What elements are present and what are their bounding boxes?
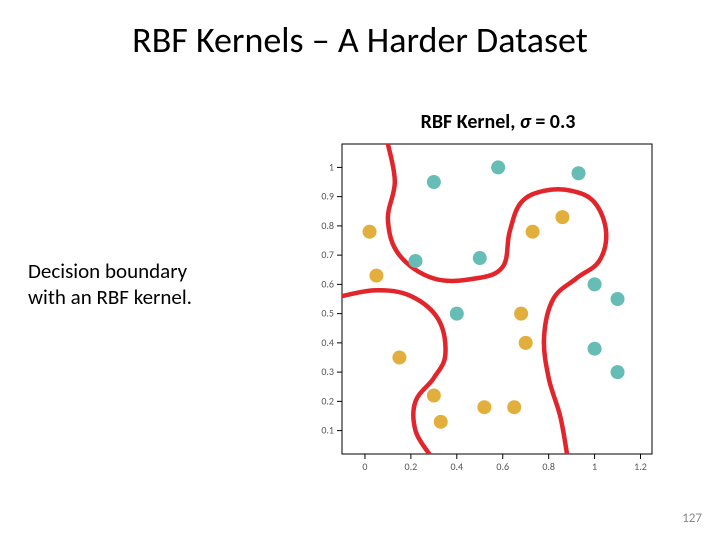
point-class-a [611, 365, 625, 379]
point-class-a [427, 175, 441, 189]
point-class-a [491, 160, 505, 174]
y-tick-label: 0.2 [321, 394, 334, 407]
point-class-a [611, 292, 625, 306]
caption-line-1: Decision boundary [28, 258, 187, 284]
point-class-b [363, 225, 377, 239]
point-class-b [507, 400, 521, 414]
y-tick-label: 0.7 [321, 248, 334, 261]
point-class-a [450, 307, 464, 321]
point-class-a [473, 251, 487, 265]
chart-title-sigma: σ [520, 110, 531, 134]
x-tick-label: 0 [362, 460, 367, 473]
slide-title: RBF Kernels – A Harder Dataset [0, 18, 720, 62]
y-tick-label: 0.3 [321, 365, 334, 378]
y-tick-label: 0.4 [321, 336, 334, 349]
chart-title-suffix: = 0.3 [531, 110, 576, 134]
point-class-b [514, 307, 528, 321]
y-tick-label: 1 [329, 160, 334, 173]
point-class-b [434, 415, 448, 429]
x-tick-label: 0.6 [496, 460, 509, 473]
scatter-chart: 0 0.2 0.4 0.6 0.8 1 1.2 0.1 0.2 0.3 0.4 0.5 0.6 0.7 0.… [306, 138, 660, 478]
y-tick-label: 0.9 [321, 190, 334, 203]
x-tick-label: 0.2 [405, 460, 418, 473]
caption-line-2: with an RBF kernel. [28, 284, 192, 310]
chart-title-prefix: RBF Kernel, [421, 110, 520, 134]
x-tick-label: 0.8 [542, 460, 555, 473]
x-tick-label: 0.4 [450, 460, 463, 473]
point-class-b [555, 210, 569, 224]
point-class-b [427, 389, 441, 403]
point-class-a [572, 166, 586, 180]
y-tick-label: 0.1 [321, 424, 334, 437]
y-tick-label: 0.5 [321, 307, 334, 320]
point-class-b [526, 225, 540, 239]
y-tick-label: 0.8 [321, 219, 334, 232]
y-tick-label: 0.6 [321, 277, 334, 290]
x-tick-label: 1 [592, 460, 597, 473]
point-class-a [588, 342, 602, 356]
point-class-a [408, 254, 422, 268]
point-class-b [392, 350, 406, 364]
point-class-b [477, 400, 491, 414]
point-class-b [369, 269, 383, 283]
chart-container: RBF Kernel, σ = 0.3 0 0.2 0.4 0.6 0.8 1 1.2 0.1… [306, 110, 660, 478]
chart-title: RBF Kernel, σ = 0.3 [306, 110, 660, 134]
point-class-a [588, 277, 602, 291]
point-class-b [519, 336, 533, 350]
slide-caption: Decision boundary with an RBF kernel. [28, 258, 192, 311]
page-number: 127 [682, 511, 702, 526]
x-tick-label: 1.2 [634, 460, 647, 473]
